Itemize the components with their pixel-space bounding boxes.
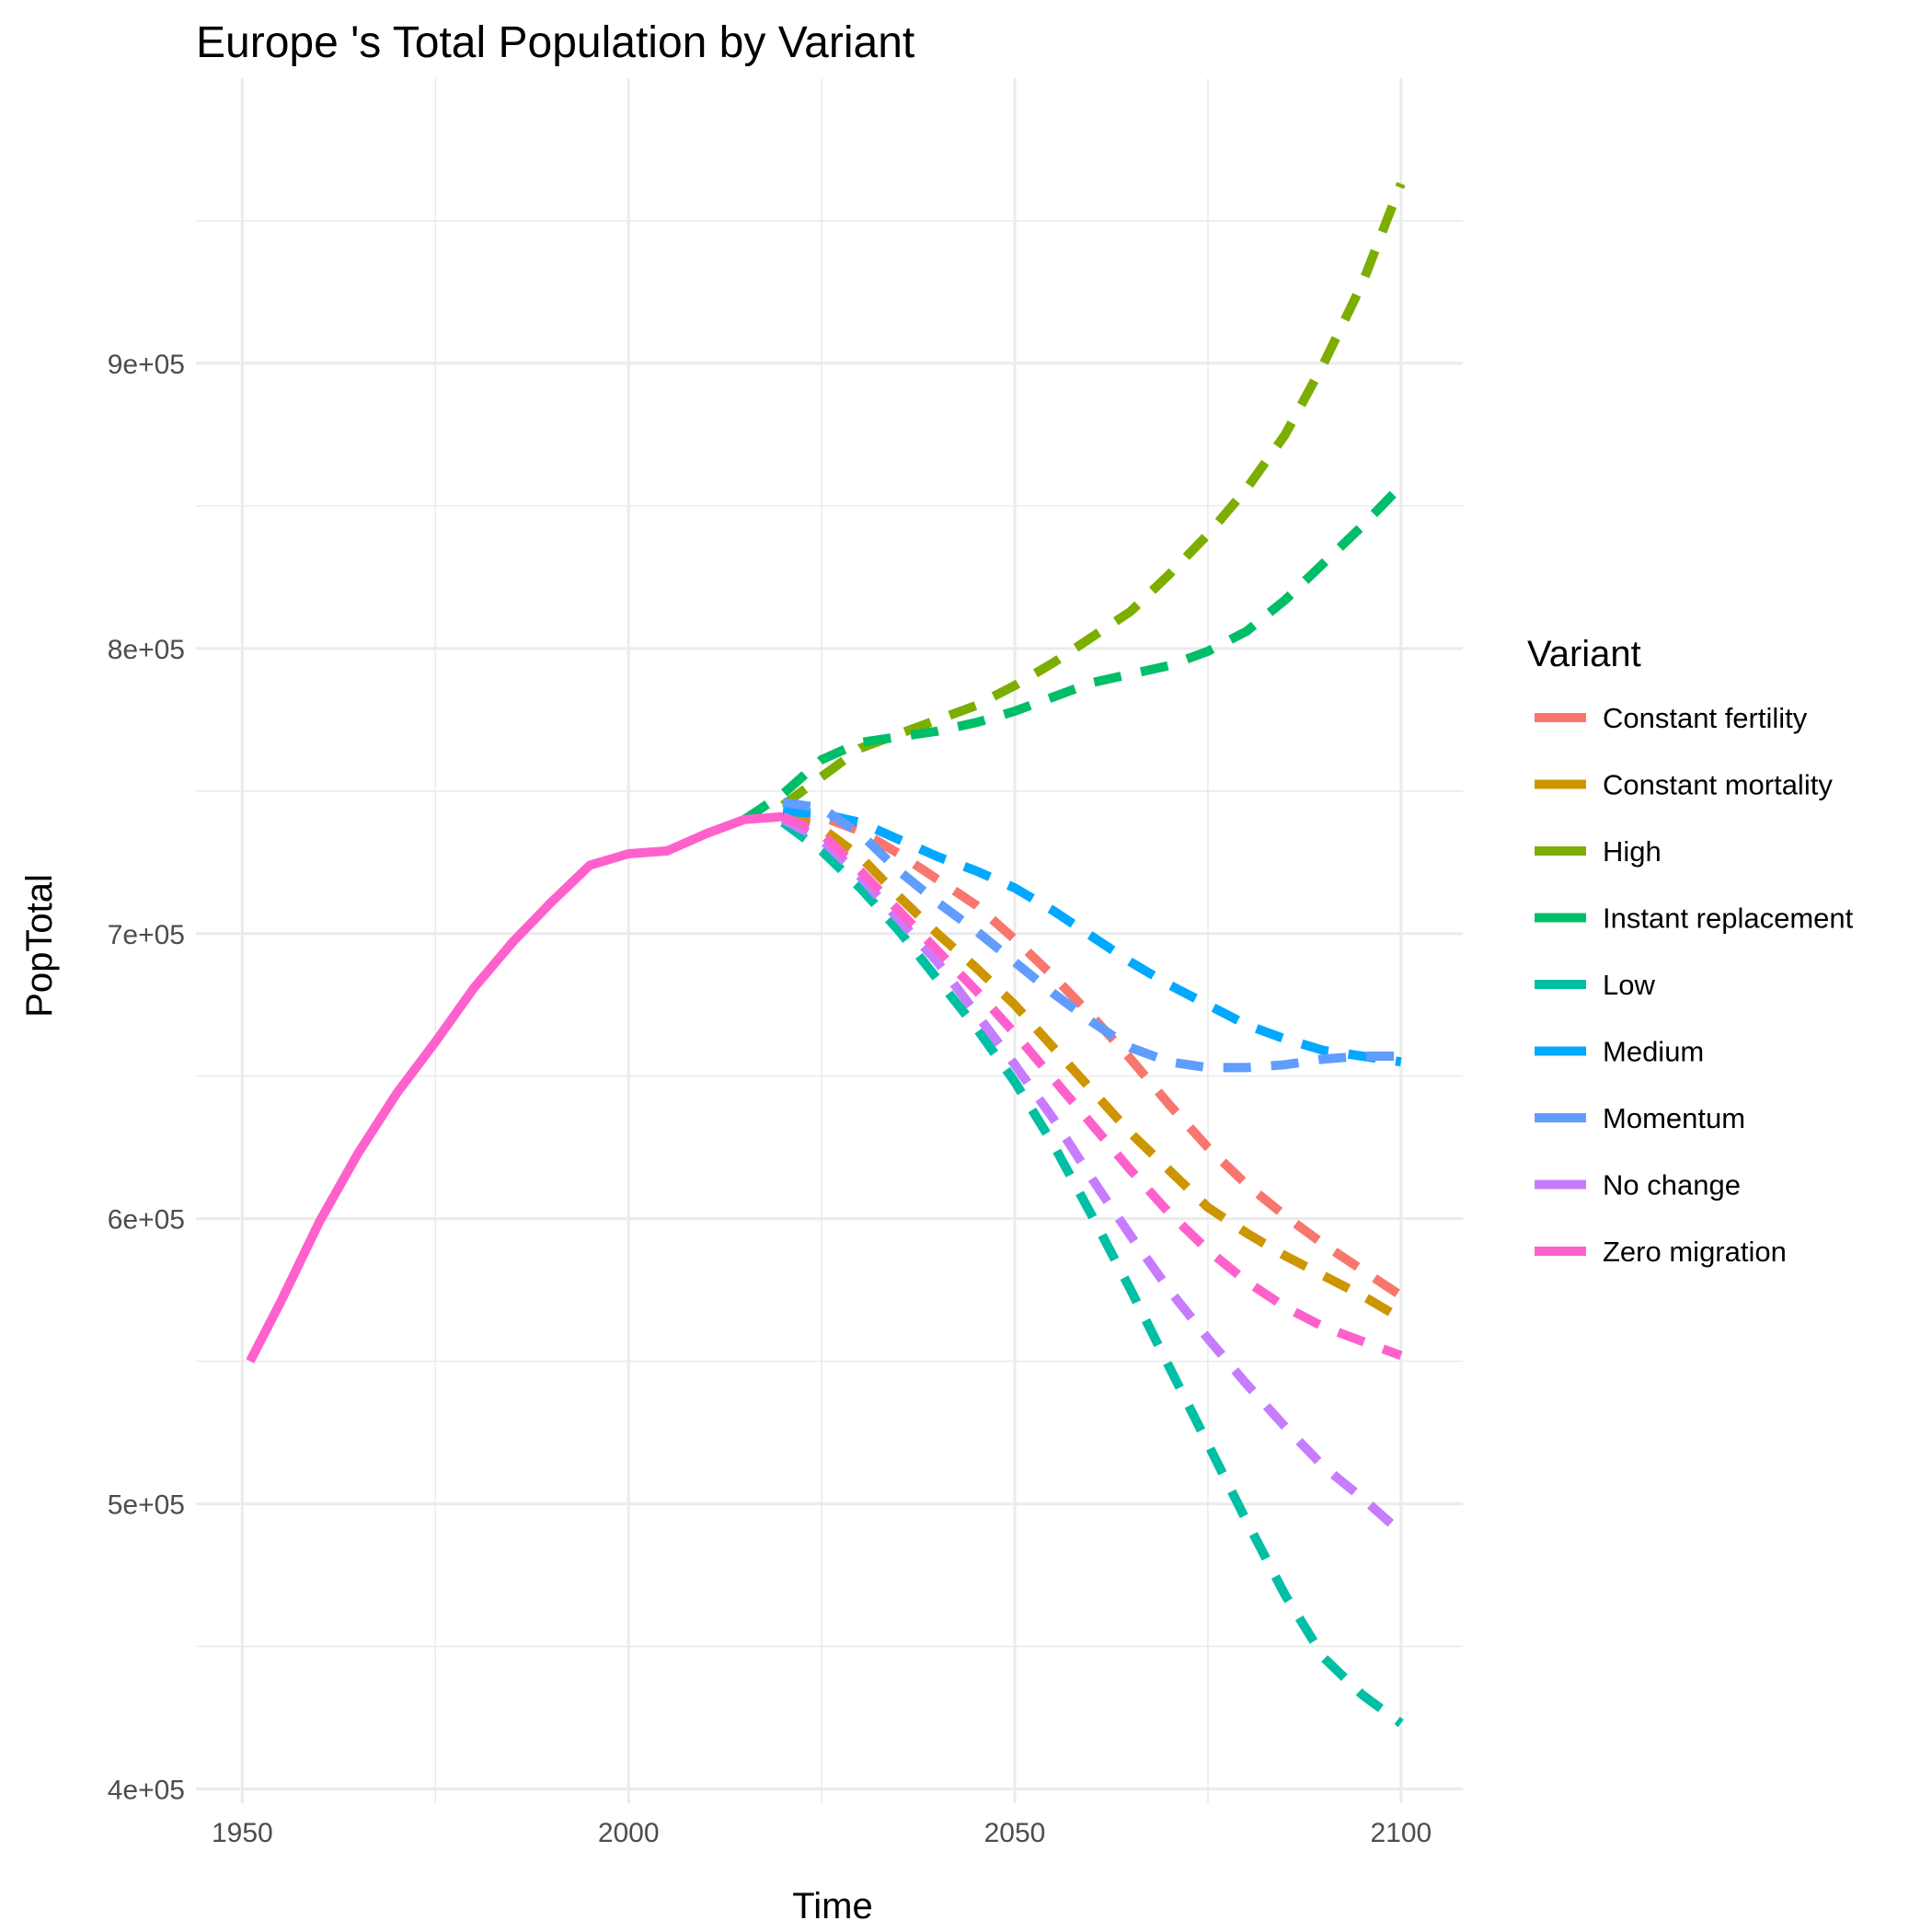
legend-label-momentum: Momentum	[1603, 1102, 1745, 1134]
x-tick-label: 2000	[598, 1818, 660, 1848]
series-lines	[246, 181, 1406, 1728]
chart-title: Europe 's Total Population by Variant	[196, 18, 914, 67]
y-tick-label: 6e+05	[108, 1205, 185, 1236]
y-tick-label: 5e+05	[108, 1490, 185, 1521]
legend-label-instant-replacement: Instant replacement	[1603, 903, 1854, 935]
series-line-instant-replacement	[742, 482, 1405, 823]
series-line-momentum	[782, 798, 1401, 1073]
legend-label-zero-migration: Zero migration	[1603, 1236, 1787, 1268]
y-tick-label: 4e+05	[108, 1776, 185, 1806]
series-line-zero-migration	[781, 812, 1403, 1361]
x-tick-label: 2100	[1370, 1818, 1432, 1848]
y-axis-title: PopTotal	[19, 874, 60, 1018]
legend-title: Variant	[1527, 634, 1641, 674]
legend-label-no-change: No change	[1603, 1169, 1741, 1202]
series-line-low	[780, 818, 1404, 1728]
legend-label-medium: Medium	[1603, 1036, 1704, 1068]
x-tick-label: 2050	[984, 1818, 1046, 1848]
y-tick-label: 8e+05	[108, 635, 185, 665]
y-tick-label: 9e+05	[108, 350, 185, 380]
x-tick-label: 1950	[212, 1818, 273, 1848]
series-line-high	[780, 181, 1406, 810]
legend-label-constant-mortality: Constant mortality	[1603, 769, 1833, 801]
legend-label-constant-fertility: Constant fertility	[1603, 702, 1808, 734]
x-axis-ticks: 1950 2000 2050 2100	[212, 1818, 1432, 1848]
y-tick-label: 7e+05	[108, 920, 185, 950]
legend: Variant Constant fertility Constant morta…	[1527, 634, 1854, 1268]
legend-label-high: High	[1603, 835, 1662, 868]
series-line-medium	[782, 806, 1402, 1067]
legend-label-low: Low	[1603, 969, 1655, 1001]
x-axis-title: Time	[792, 1886, 872, 1926]
series-line-constant-fertility	[782, 809, 1404, 1300]
series-line-zero-migration-historical	[246, 811, 784, 1363]
series-line-no-change	[780, 815, 1405, 1536]
grid	[196, 78, 1463, 1803]
y-axis-ticks: 4e+05 5e+05 6e+05 7e+05 8e+05 9e+05	[108, 350, 185, 1806]
series-line-constant-mortality	[781, 811, 1404, 1323]
